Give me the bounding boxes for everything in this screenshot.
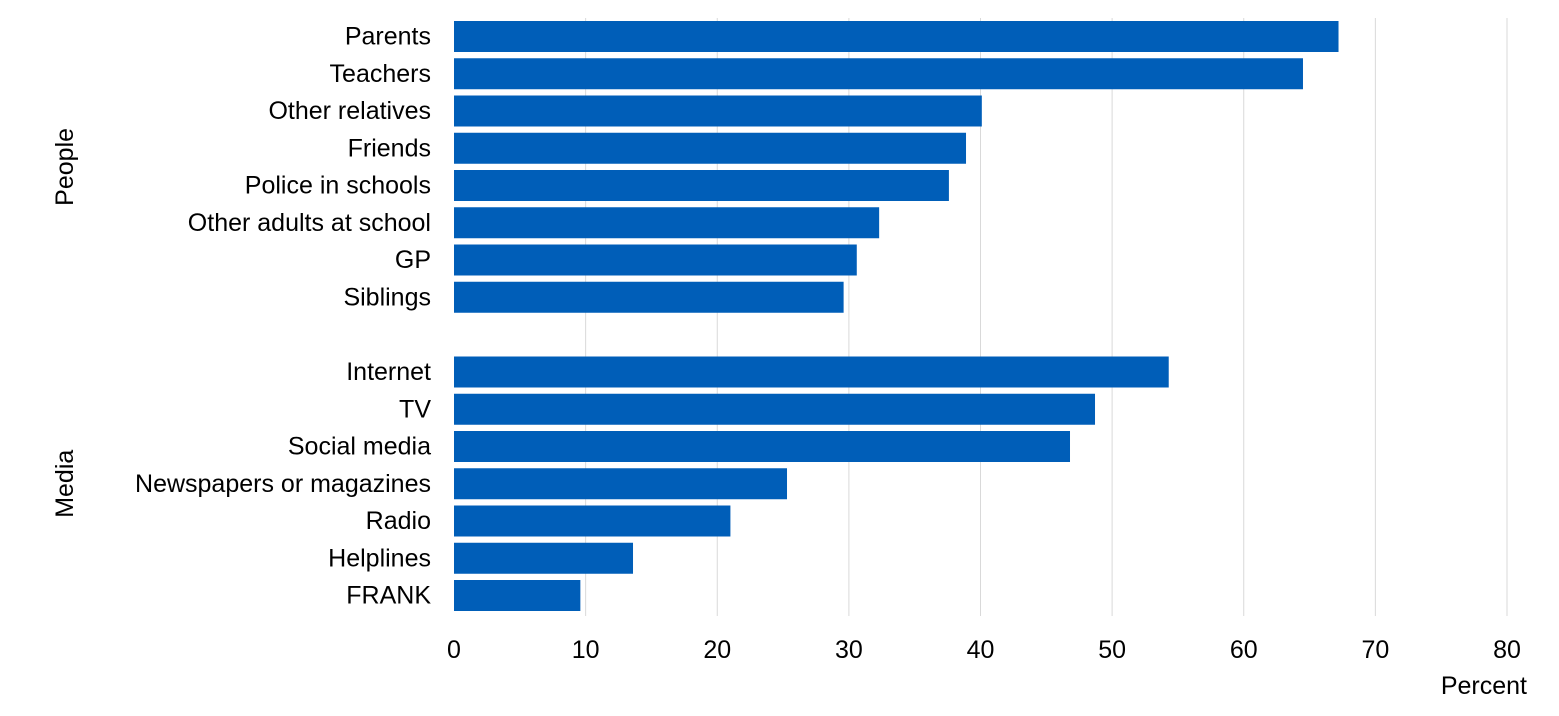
category-labels: Parents Teachers Other relatives Friends Pol… <box>135 23 431 610</box>
category-label: Internet <box>346 358 431 386</box>
bar <box>454 58 1303 90</box>
category-label: Helplines <box>328 544 431 572</box>
bar <box>454 21 1339 52</box>
bar <box>454 95 982 127</box>
x-axis-title: Percent <box>1441 672 1527 700</box>
bar <box>454 431 1071 462</box>
x-tick-label: 70 <box>1361 636 1389 664</box>
category-label: Social media <box>288 433 431 461</box>
bar <box>454 281 844 313</box>
category-label: TV <box>399 395 431 423</box>
category-label: Radio <box>366 507 431 535</box>
group-labels: People Media <box>51 128 79 518</box>
category-label: GP <box>395 246 431 274</box>
bar <box>454 356 1169 388</box>
bar <box>454 244 857 276</box>
x-tick-label: 50 <box>1098 636 1126 664</box>
bar <box>454 542 634 574</box>
x-tick-label: 40 <box>967 636 995 664</box>
category-label: Friends <box>348 134 431 162</box>
x-tick-label: 20 <box>703 636 731 664</box>
x-tick-label: 60 <box>1230 636 1258 664</box>
group-label: People <box>51 128 79 206</box>
x-tick-label: 0 <box>447 636 461 664</box>
bar <box>454 580 581 611</box>
category-label: Police in schools <box>245 172 431 200</box>
category-label: Parents <box>345 23 431 51</box>
bar <box>454 468 788 500</box>
x-tick-label: 80 <box>1493 636 1521 664</box>
x-tick-label: 30 <box>835 636 863 664</box>
category-label: Other relatives <box>268 97 431 125</box>
bars <box>454 21 1339 611</box>
category-label: Siblings <box>343 283 431 311</box>
bar <box>454 132 967 164</box>
bar <box>454 505 731 537</box>
group-label: Media <box>51 450 79 518</box>
bar <box>454 393 1096 425</box>
x-axis-ticks: 0 10 20 30 40 50 60 70 80 <box>447 636 1521 664</box>
x-tick-label: 10 <box>572 636 600 664</box>
bar <box>454 170 949 201</box>
category-label: Teachers <box>330 60 431 88</box>
category-label: Newspapers or magazines <box>135 470 431 498</box>
bar <box>454 207 880 239</box>
category-label: Other adults at school <box>188 209 431 237</box>
category-label: FRANK <box>346 582 431 610</box>
